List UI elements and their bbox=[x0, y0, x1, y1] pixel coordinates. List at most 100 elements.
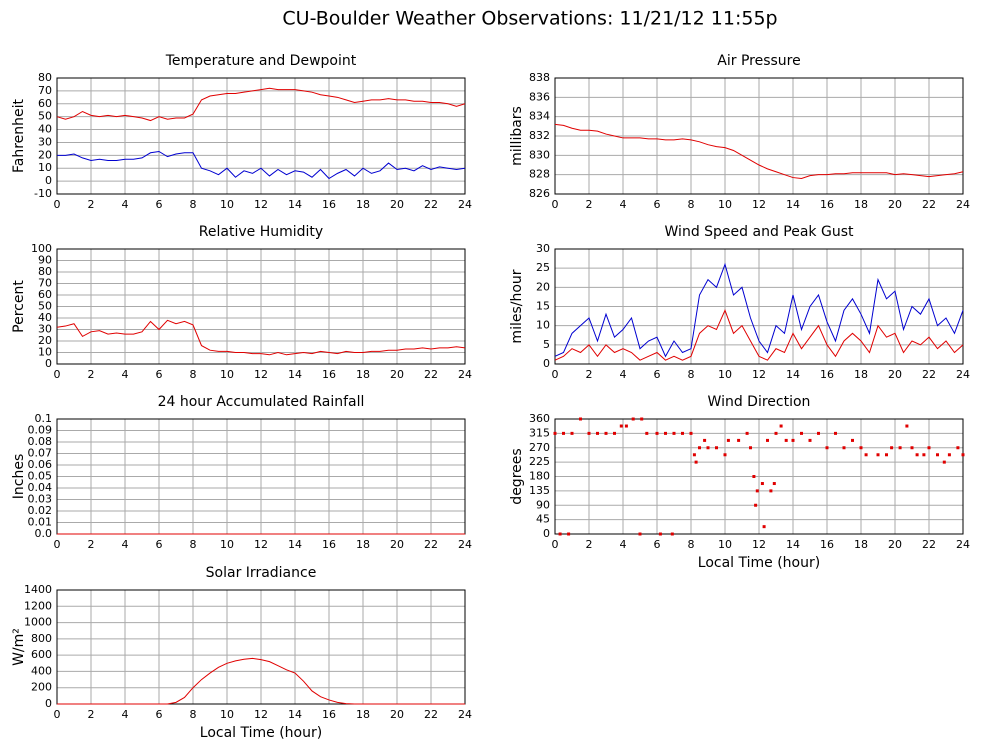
y-tick-label: 1400 bbox=[24, 583, 52, 596]
x-tick-label: 16 bbox=[322, 708, 336, 721]
data-line bbox=[554, 123, 964, 180]
y-tick-label: 50 bbox=[38, 110, 52, 123]
data-point bbox=[664, 431, 667, 435]
y-tick-label: 0.01 bbox=[28, 516, 53, 529]
data-point bbox=[613, 431, 616, 435]
x-tick-label: 20 bbox=[390, 368, 404, 381]
data-point bbox=[898, 446, 902, 450]
data-point bbox=[942, 460, 946, 464]
x-tick-label: 0 bbox=[552, 198, 559, 211]
x-tick-label: 6 bbox=[156, 708, 163, 721]
data-point bbox=[817, 431, 820, 435]
data-point bbox=[670, 532, 674, 536]
x-tick-label: 2 bbox=[88, 708, 95, 721]
data-point bbox=[851, 438, 854, 442]
data-point bbox=[915, 453, 919, 457]
y-tick-label: 0 bbox=[543, 527, 550, 540]
x-tick-label: 0 bbox=[54, 198, 61, 211]
y-tick-label: 0.04 bbox=[28, 481, 53, 494]
data-point bbox=[922, 453, 926, 457]
plot-frame bbox=[554, 248, 964, 365]
panel-title: Solar Irradiance bbox=[206, 565, 317, 581]
data-point bbox=[754, 503, 758, 507]
x-tick-label: 2 bbox=[88, 538, 95, 551]
plot-frame bbox=[56, 589, 466, 705]
data-point bbox=[956, 446, 960, 450]
data-point bbox=[936, 453, 939, 457]
y-tick-label: 0.1 bbox=[35, 412, 53, 425]
x-tick-label: 8 bbox=[688, 368, 695, 381]
data-point bbox=[791, 438, 795, 442]
y-tick-label: 10 bbox=[536, 319, 550, 332]
y-tick-label: 80 bbox=[38, 71, 52, 84]
data-point bbox=[859, 446, 863, 450]
data-point bbox=[706, 446, 710, 450]
y-tick-label: 20 bbox=[38, 148, 52, 161]
plot-frame bbox=[554, 418, 964, 535]
data-point bbox=[570, 431, 574, 435]
x-tick-label: 4 bbox=[122, 708, 129, 721]
x-tick-label: 12 bbox=[752, 538, 766, 551]
y-tick-label: 826 bbox=[529, 187, 550, 200]
y-tick-label: 832 bbox=[529, 129, 550, 142]
data-point bbox=[864, 453, 868, 457]
data-line bbox=[56, 319, 466, 356]
x-tick-label: 24 bbox=[956, 538, 970, 551]
data-point bbox=[726, 438, 730, 442]
data-point bbox=[698, 446, 701, 450]
x-tick-label: 10 bbox=[718, 368, 732, 381]
panel-title: Temperature and Dewpoint bbox=[165, 53, 357, 69]
data-point bbox=[745, 431, 749, 435]
y-axis-label: millibars bbox=[509, 106, 525, 166]
panel-title: 24 hour Accumulated Rainfall bbox=[158, 394, 365, 410]
y-tick-label: 10 bbox=[38, 346, 52, 359]
y-axis-label: Fahrenheit bbox=[11, 98, 27, 173]
x-tick-label: 2 bbox=[586, 368, 593, 381]
x-tick-label: 20 bbox=[888, 368, 902, 381]
x-tick-label: 22 bbox=[424, 368, 438, 381]
x-tick-label: 6 bbox=[654, 198, 661, 211]
y-tick-label: 270 bbox=[529, 441, 550, 454]
y-tick-label: 834 bbox=[529, 110, 550, 123]
data-point bbox=[587, 431, 591, 435]
x-tick-label: 6 bbox=[156, 538, 163, 551]
x-tick-label: 2 bbox=[88, 368, 95, 381]
x-tick-label: 10 bbox=[220, 368, 234, 381]
x-tick-label: 6 bbox=[156, 198, 163, 211]
y-tick-label: 100 bbox=[31, 242, 52, 255]
data-point bbox=[749, 446, 752, 450]
x-tick-label: 14 bbox=[288, 538, 302, 551]
y-tick-label: 25 bbox=[536, 261, 550, 274]
data-point bbox=[808, 438, 812, 442]
y-tick-label: 0.06 bbox=[28, 458, 53, 471]
x-tick-label: 8 bbox=[688, 198, 695, 211]
data-point bbox=[579, 417, 582, 421]
y-tick-label: 1000 bbox=[24, 616, 52, 629]
y-tick-label: 40 bbox=[38, 123, 52, 136]
x-tick-label: 24 bbox=[458, 708, 472, 721]
panel-title: Wind Direction bbox=[708, 394, 811, 410]
data-point bbox=[762, 525, 766, 529]
x-tick-label: 24 bbox=[458, 368, 472, 381]
x-tick-label: 0 bbox=[552, 368, 559, 381]
data-point bbox=[885, 453, 888, 457]
y-tick-label: 0.03 bbox=[28, 493, 53, 506]
x-tick-label: 14 bbox=[288, 708, 302, 721]
data-point bbox=[772, 482, 776, 486]
y-tick-label: 828 bbox=[529, 168, 550, 181]
data-point bbox=[692, 453, 696, 457]
y-tick-label: 0 bbox=[45, 357, 52, 370]
x-tick-label: 8 bbox=[190, 538, 197, 551]
data-point bbox=[567, 532, 571, 536]
data-point bbox=[619, 424, 623, 428]
y-tick-label: 800 bbox=[31, 632, 52, 645]
x-tick-label: 8 bbox=[190, 368, 197, 381]
data-point bbox=[737, 438, 741, 442]
data-point bbox=[694, 460, 698, 464]
x-tick-label: 22 bbox=[424, 198, 438, 211]
y-tick-label: 45 bbox=[536, 513, 550, 526]
y-axis-label: Percent bbox=[11, 280, 27, 333]
y-tick-label: 830 bbox=[529, 148, 550, 161]
y-tick-label: 20 bbox=[536, 280, 550, 293]
panel-title: Wind Speed and Peak Gust bbox=[665, 224, 854, 240]
